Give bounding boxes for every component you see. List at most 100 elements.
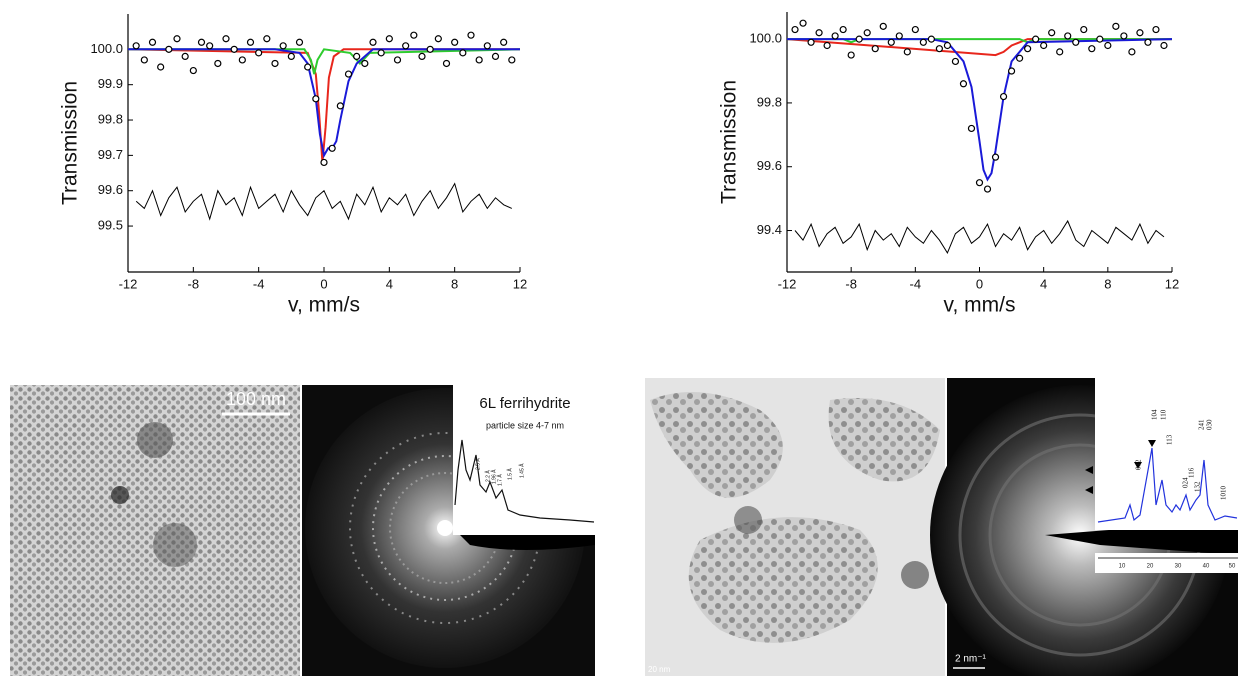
data-point bbox=[839, 25, 847, 34]
data-point bbox=[500, 38, 508, 46]
tem-panel-right: 20 nm 2 nm⁻¹ 012 104 110 113 024 116 132… bbox=[645, 378, 1238, 676]
series-line bbox=[128, 48, 521, 75]
inset-tick-label: 50 bbox=[1229, 564, 1236, 570]
data-point bbox=[823, 41, 831, 50]
data-point bbox=[879, 22, 887, 30]
peak-label: 2.5 Å bbox=[474, 458, 481, 470]
peak-label: 116 bbox=[1188, 467, 1196, 478]
data-point bbox=[328, 144, 336, 152]
data-point bbox=[320, 158, 328, 167]
data-point bbox=[1136, 29, 1144, 37]
x-tick-label: 4 bbox=[386, 276, 393, 291]
data-point bbox=[222, 35, 230, 43]
data-point bbox=[799, 19, 807, 27]
inset-tick-label: 10 bbox=[1119, 564, 1126, 570]
inset-tick-label: 40 bbox=[1203, 564, 1210, 570]
aggregate bbox=[153, 523, 197, 567]
data-point bbox=[791, 25, 799, 34]
inset-subtitle: particle size 4-7 nm bbox=[486, 420, 564, 430]
data-point bbox=[1007, 67, 1016, 75]
data-point bbox=[442, 59, 451, 68]
data-point bbox=[385, 35, 393, 43]
y-tick-label: 99.6 bbox=[98, 182, 123, 197]
y-tick-label: 99.9 bbox=[98, 76, 123, 91]
x-tick-label: 12 bbox=[1165, 276, 1179, 291]
scale-bar-label: 2 nm⁻¹ bbox=[955, 654, 987, 665]
data-point bbox=[983, 185, 992, 193]
data-point bbox=[410, 31, 418, 39]
peak-label: 1.45 Å bbox=[518, 463, 525, 478]
central-beam bbox=[437, 520, 453, 536]
x-tick-label: 8 bbox=[451, 276, 458, 291]
peak-label: 1010 bbox=[1220, 486, 1228, 501]
y-tick-label: 99.7 bbox=[98, 147, 123, 162]
arrow-markers bbox=[1085, 466, 1093, 494]
x-axis-label: v, mm/s bbox=[944, 294, 1016, 317]
data-point bbox=[863, 29, 871, 37]
series-line bbox=[127, 48, 520, 163]
data-point bbox=[148, 38, 157, 46]
data-point bbox=[369, 38, 377, 46]
data-point bbox=[1144, 38, 1152, 46]
chart: 99.4 99.6 99.8 100.0 -12 -8 -4 0 4 8 12 v, mm/s Tran… bbox=[718, 12, 1179, 317]
data-point bbox=[483, 42, 491, 50]
data-point bbox=[1048, 29, 1056, 37]
data-point bbox=[1032, 35, 1040, 43]
data-point bbox=[1152, 25, 1160, 34]
data-point bbox=[815, 29, 823, 37]
x-tick-label: 0 bbox=[320, 276, 327, 291]
data-point bbox=[927, 35, 935, 43]
x-tick-label: 12 bbox=[513, 276, 527, 291]
data-point bbox=[475, 56, 483, 64]
peak-label: 241 bbox=[1198, 419, 1206, 430]
peak-label: 132 bbox=[1194, 481, 1202, 492]
peak-markers bbox=[1134, 440, 1156, 469]
data-point bbox=[271, 59, 279, 68]
data-point bbox=[1088, 45, 1096, 53]
x-tick-label: -8 bbox=[188, 276, 200, 291]
scale-bar-label: 20 nm bbox=[648, 665, 671, 674]
peak-label: 1.96 Å bbox=[490, 469, 497, 484]
data-point bbox=[1024, 45, 1032, 53]
data-point bbox=[434, 35, 442, 43]
data-point bbox=[304, 63, 312, 71]
y-axis-label: Transmission bbox=[59, 81, 82, 205]
data-point bbox=[451, 38, 459, 46]
data-point bbox=[911, 25, 919, 34]
data-point bbox=[959, 80, 968, 88]
xrd-curve bbox=[454, 439, 595, 523]
aggregate bbox=[734, 506, 762, 534]
data-point bbox=[1160, 41, 1168, 50]
data-point bbox=[1016, 54, 1024, 62]
data-point bbox=[246, 38, 255, 46]
x-tick-label: -4 bbox=[910, 276, 922, 291]
data-point bbox=[1112, 22, 1120, 30]
data-point bbox=[173, 35, 181, 43]
data-point bbox=[206, 42, 214, 50]
data-point bbox=[903, 48, 911, 56]
series-line bbox=[786, 38, 1172, 57]
data-point bbox=[426, 45, 434, 53]
data-point bbox=[189, 66, 197, 75]
data-point bbox=[1056, 48, 1064, 56]
data-point bbox=[336, 102, 344, 110]
chart: 99.5 99.6 99.7 99.8 99.9 100.0 -12 -8 -4 0 4 8 12 v, … bbox=[59, 14, 527, 317]
inset-axis-strip bbox=[1095, 553, 1238, 573]
y-axis-label: Transmission bbox=[718, 80, 741, 204]
data-point bbox=[831, 32, 839, 40]
data-point bbox=[361, 59, 369, 68]
y-tick-label: 100.0 bbox=[90, 41, 123, 56]
data-point bbox=[999, 92, 1008, 101]
peak-label: 012 bbox=[1135, 459, 1143, 470]
data-point bbox=[353, 52, 361, 61]
x-axis-label: v, mm/s bbox=[288, 294, 360, 317]
data-point bbox=[459, 49, 467, 57]
x-tick-label: -8 bbox=[845, 276, 857, 291]
y-tick-label: 99.6 bbox=[757, 158, 782, 173]
y-tick-label: 99.8 bbox=[757, 94, 782, 109]
x-tick-label: 0 bbox=[976, 276, 983, 291]
data-point bbox=[1104, 41, 1112, 50]
data-point bbox=[1072, 38, 1080, 46]
aggregate bbox=[111, 486, 129, 504]
